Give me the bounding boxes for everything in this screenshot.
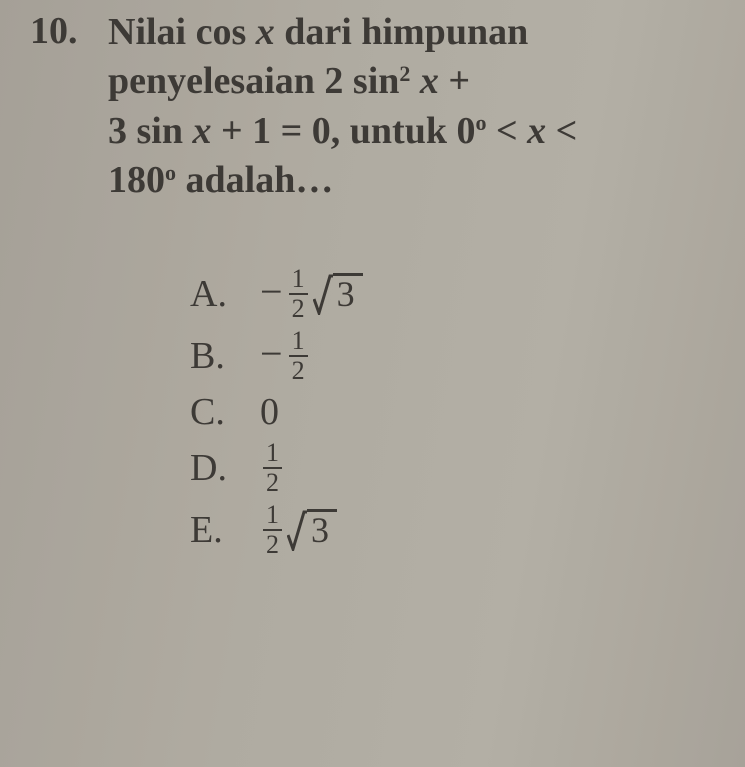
text [410, 60, 420, 102]
var-x: x [527, 110, 546, 152]
option-value: 0 [260, 390, 279, 434]
var-x: x [256, 11, 275, 53]
option-letter: B. [190, 334, 260, 378]
option-letter: E. [190, 508, 260, 552]
option-letter: C. [190, 390, 260, 434]
text: + 1 = 0, untuk 0 [211, 110, 475, 152]
sqrt-icon: 3 [287, 509, 337, 551]
option-letter: D. [190, 446, 260, 490]
option-b: B. − 1 2 [190, 328, 715, 384]
option-e: E. 1 2 3 [190, 502, 715, 558]
question-line-4: 180o adalah… [108, 156, 577, 205]
option-letter: A. [190, 272, 260, 316]
options-list: A. − 1 2 3 B. − 1 2 C. 0 D. [190, 266, 715, 558]
denominator: 2 [289, 355, 308, 384]
question-line-3: 3 sin x + 1 = 0, untuk 0o < x < [108, 107, 577, 156]
fraction: 1 2 [263, 440, 282, 496]
radicand: 3 [333, 273, 363, 312]
option-d: D. 1 2 [190, 440, 715, 496]
minus-sign: − [260, 330, 283, 377]
fraction: 1 2 [289, 328, 308, 384]
question-body: Nilai cos x dari himpunan penyelesaian 2… [108, 8, 577, 206]
var-x: x [420, 60, 439, 102]
question-number: 10. [30, 8, 108, 56]
sqrt-icon: 3 [313, 273, 363, 315]
exponent: 2 [399, 61, 410, 86]
text: 180 [108, 159, 165, 201]
text: + [439, 60, 470, 102]
question-row: 10. Nilai cos x dari himpunan penyelesai… [30, 8, 715, 206]
degree-icon: o [475, 110, 486, 135]
denominator: 2 [263, 529, 282, 558]
option-a: A. − 1 2 3 [190, 266, 715, 322]
radicand: 3 [307, 509, 337, 548]
text: dari himpunan [275, 11, 528, 53]
fraction: 1 2 [263, 502, 282, 558]
numerator: 1 [263, 440, 282, 467]
text: penyelesaian 2 sin [108, 60, 399, 102]
denominator: 2 [263, 467, 282, 496]
question-line-1: Nilai cos x dari himpunan [108, 8, 577, 57]
text: Nilai cos [108, 11, 256, 53]
minus-sign: − [260, 268, 283, 315]
numerator: 1 [263, 502, 282, 529]
option-c: C. 0 [190, 390, 715, 434]
question-line-2: penyelesaian 2 sin2 x + [108, 57, 577, 106]
var-x: x [192, 110, 211, 152]
text: 3 sin [108, 110, 192, 152]
numerator: 1 [289, 328, 308, 355]
degree-icon: o [165, 160, 176, 185]
text: adalah… [176, 159, 333, 201]
numerator: 1 [289, 266, 308, 293]
fraction: 1 2 [289, 266, 308, 322]
text: < [487, 110, 528, 152]
page: 10. Nilai cos x dari himpunan penyelesai… [0, 0, 745, 767]
denominator: 2 [289, 293, 308, 322]
text: < [546, 110, 577, 152]
